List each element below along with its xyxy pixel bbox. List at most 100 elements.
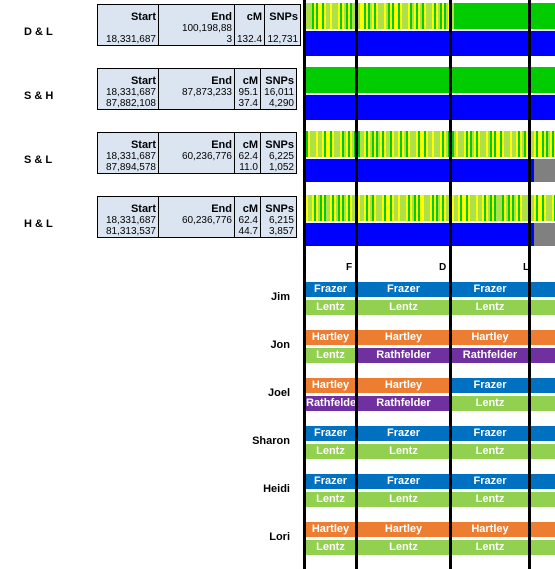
segment-table-header: Start [97,132,159,151]
segment-table-cell: 132.4 [233,23,266,46]
paternal-segment-cell: Hartley [306,522,355,537]
spacer [306,247,555,262]
maternal-segment-cell [531,300,555,315]
maternal-segment-cell: Lentz [306,300,355,315]
segment-table-cell: 87,873,233 [158,87,235,98]
maternal-segment-cell [531,540,555,555]
segment-table-header: End [158,4,235,23]
paternal-segment-cell: Hartley [452,522,528,537]
divider [355,0,358,569]
paternal-segment-cell: Frazer [452,426,528,441]
person-name: Joel [267,387,290,399]
match-strip [306,31,555,56]
paternal-segment-cell: Hartley [452,330,528,345]
segment-table-header: cM [234,68,261,87]
segment-table-cell: 95.1 [234,87,261,98]
segment-table-header: cM [234,132,261,151]
maternal-segment-cell: Lentz [306,492,355,507]
person-name: Jon [270,339,290,351]
maternal-segment-cell [531,348,555,363]
segment-table-header: SNPs [260,68,297,87]
segment-table-cell: 62.4 [234,151,261,162]
maternal-segment-cell: Rathfelder [358,396,449,411]
pair-label: D & L [24,26,53,38]
segment-table-cell: 87,882,108 [97,98,159,110]
maternal-segment-cell: Rathfelde [306,396,355,411]
match-strip [306,3,555,29]
pair-label: S & H [24,90,54,102]
segment-table-cell: 16,011 [260,87,297,98]
segment-table-header: Start [97,196,159,215]
segment-table: Start End cM SNPs 18,331,687 60,236,776 62.4 6,… [97,132,297,174]
paternal-segment-cell: Frazer [306,474,355,489]
segment-table-cell: 18,331,687 [97,23,159,46]
paternal-segment-cell: Hartley [358,378,449,393]
segment-table-header: cM [233,4,266,23]
maternal-segment-cell: Lentz [358,492,449,507]
match-strip [306,223,555,246]
segment-table: Start End cM SNPs 18,331,687 100,198,88 3 132.… [97,4,302,46]
maternal-segment-cell: Lentz [452,444,528,459]
segment-table-cell: 18,331,687 [97,87,159,98]
paternal-segment-cell: Frazer [358,426,449,441]
match-strip [306,67,555,93]
maternal-segment-cell: Lentz [452,396,528,411]
spacer [306,121,555,131]
segment-table-header: SNPs [260,196,297,215]
paternal-segment-cell: Hartley [306,330,355,345]
maternal-segment-cell [531,444,555,459]
person-name: Heidi [263,483,290,495]
paternal-segment-cell: Frazer [358,474,449,489]
paternal-segment-cell [531,282,555,297]
maternal-segment-cell: Lentz [358,444,449,459]
maternal-segment-cell: Rathfelder [358,348,449,363]
segment-table-cell: 37.4 [234,98,261,110]
paternal-segment-cell: Hartley [358,522,449,537]
maternal-segment-cell: Lentz [306,540,355,555]
match-strip [306,159,555,182]
segment-table-cell: 6,225 [260,151,297,162]
marker-d: D [439,262,447,273]
segment-table-header: SNPs [260,132,297,151]
segment-table-cell: 81,313,537 [97,226,159,238]
segment-table: Start End cM SNPs 18,331,687 60,236,776 62.4 6,… [97,196,297,238]
paternal-segment-cell: Hartley [358,330,449,345]
segment-table-cell: 6,215 [260,215,297,226]
paternal-segment-cell [531,330,555,345]
spacer [306,57,555,67]
person-name: Jim [271,291,290,303]
paternal-segment-cell: Frazer [306,282,355,297]
maternal-segment-cell: Rathfelder [452,348,528,363]
paternal-segment-cell: Hartley [306,378,355,393]
divider [303,0,306,569]
segment-table-header: End [158,196,235,215]
paternal-segment-cell [531,522,555,537]
paternal-segment-cell [531,474,555,489]
segment-table-header: Start [97,68,159,87]
maternal-segment-cell [531,492,555,507]
maternal-segment-cell: Lentz [452,300,528,315]
marker-l: L [523,262,530,273]
segment-table-cell: 87,894,578 [97,162,159,174]
segment-table-header: End [158,132,235,151]
divider [449,0,452,569]
segment-table-cell [158,98,235,110]
segment-table-cell: 11.0 [234,162,261,174]
paternal-segment-cell: Frazer [358,282,449,297]
maternal-segment-cell [531,396,555,411]
segment-table-cell: 18,331,687 [97,215,159,226]
segment-table-cell: 60,236,776 [158,215,235,226]
paternal-segment-cell [531,426,555,441]
maternal-segment-cell: Lentz [306,444,355,459]
segment-table-cell: 100,198,88 3 [158,23,235,46]
pair-label: S & L [24,154,53,166]
maternal-segment-cell: Lentz [452,492,528,507]
maternal-segment-cell: Lentz [358,300,449,315]
paternal-segment-cell: Frazer [452,474,528,489]
segment-table-cell: 4,290 [260,98,297,110]
maternal-segment-cell: Lentz [306,348,355,363]
segment-table: Start End cM SNPs 18,331,687 87,873,233 95.1 16… [97,68,297,110]
person-name: Lori [269,531,290,543]
paternal-segment-cell: Frazer [306,426,355,441]
segment-table-cell: 12,731 [264,23,302,46]
